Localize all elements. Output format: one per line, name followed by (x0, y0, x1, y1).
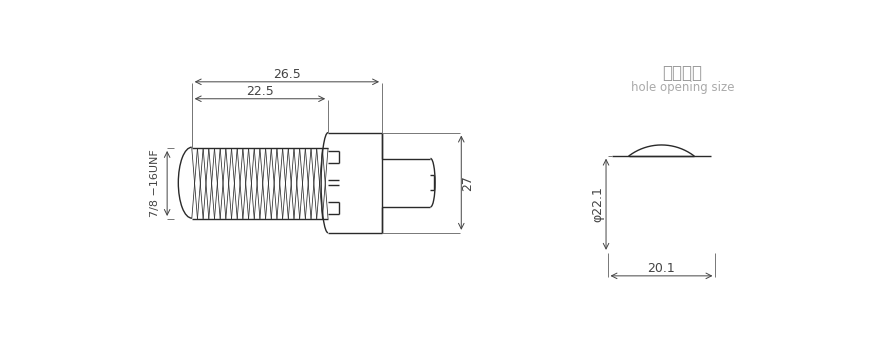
Text: 20.1: 20.1 (647, 262, 674, 275)
Text: hole opening size: hole opening size (630, 82, 733, 95)
Text: 26.5: 26.5 (273, 68, 301, 81)
Text: 7/8 −16UNF: 7/8 −16UNF (149, 149, 160, 217)
Text: 27: 27 (461, 175, 474, 191)
Text: 开孔尺寸: 开孔尺寸 (661, 64, 701, 82)
Text: 22.5: 22.5 (246, 85, 274, 98)
Text: φ22.1: φ22.1 (591, 186, 604, 222)
